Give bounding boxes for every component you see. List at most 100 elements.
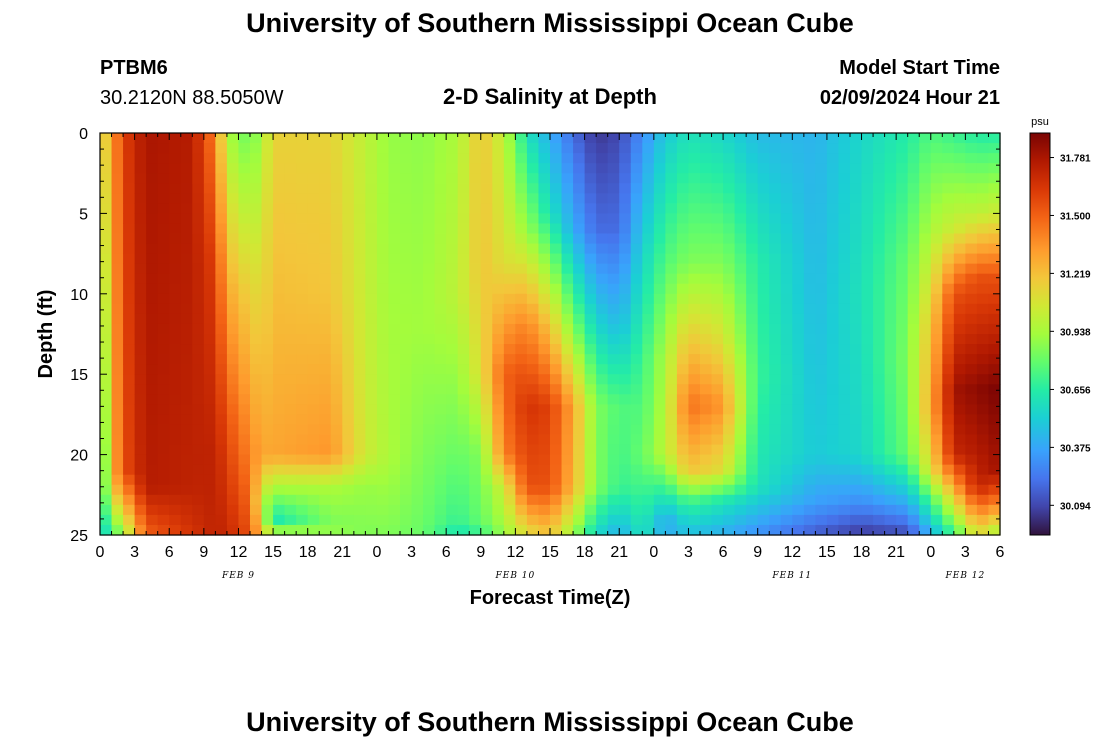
heatmap-cell: [700, 263, 713, 275]
heatmap-cell: [365, 484, 378, 496]
heatmap-cell: [988, 344, 1001, 355]
heatmap-cell: [746, 203, 759, 214]
heatmap-cell: [665, 444, 678, 456]
heatmap-cell: [376, 414, 390, 426]
heatmap-cell: [734, 273, 747, 285]
heatmap-cell: [838, 444, 851, 456]
heatmap-cell: [584, 323, 597, 335]
heatmap-cell: [907, 243, 920, 255]
heatmap-cell: [676, 484, 690, 496]
heatmap-cell: [896, 454, 909, 466]
heatmap-cell: [146, 424, 159, 436]
heatmap-cell: [411, 474, 424, 486]
heatmap-cell: [884, 233, 897, 245]
heatmap-cell: [146, 344, 159, 355]
heatmap-cell: [723, 524, 736, 536]
heatmap-cell: [411, 173, 424, 184]
heatmap-cell: [123, 474, 136, 486]
heatmap-cell: [780, 233, 793, 245]
heatmap-cell: [411, 494, 424, 506]
heatmap-cell: [342, 364, 355, 375]
heatmap-cell: [296, 143, 309, 154]
heatmap-cell: [919, 293, 932, 305]
heatmap-cell: [434, 143, 447, 154]
heatmap-cell: [353, 354, 366, 365]
heatmap-cell: [700, 233, 713, 245]
heatmap-cell: [526, 484, 540, 496]
heatmap-cell: [538, 404, 551, 415]
heatmap-cell: [965, 494, 978, 506]
heatmap-cell: [826, 163, 840, 174]
heatmap-cell: [676, 303, 690, 315]
heatmap-cell: [665, 454, 678, 466]
heatmap-cell: [515, 263, 528, 275]
heatmap-cell: [192, 464, 205, 476]
heatmap-cell: [123, 334, 136, 345]
heatmap-cell: [919, 303, 932, 315]
heatmap-cell: [561, 364, 574, 375]
heatmap-cell: [873, 474, 886, 486]
heatmap-cell: [769, 243, 782, 255]
heatmap-cell: [769, 444, 782, 456]
heatmap-cell: [342, 223, 355, 235]
heatmap-cell: [388, 334, 401, 345]
heatmap-cell: [423, 404, 436, 415]
heatmap-cell: [469, 404, 482, 415]
heatmap-cell: [169, 143, 182, 154]
heatmap-cell: [826, 213, 840, 225]
heatmap-cell: [907, 484, 920, 496]
heatmap-cell: [273, 283, 286, 295]
heatmap-cell: [238, 293, 251, 305]
heatmap-cell: [319, 223, 332, 235]
heatmap-cell: [492, 283, 505, 295]
heatmap-cell: [873, 273, 886, 285]
x-tick-label: 6: [719, 544, 728, 561]
heatmap-cell: [273, 504, 286, 516]
heatmap-cell: [769, 414, 782, 426]
heatmap-cell: [180, 253, 193, 265]
heatmap-cell: [561, 474, 574, 486]
heatmap-cell: [676, 414, 690, 426]
heatmap-cell: [111, 364, 124, 375]
heatmap-cell: [630, 213, 643, 225]
heatmap-cell: [515, 384, 528, 395]
heatmap-cell: [965, 243, 978, 255]
heatmap-cell: [365, 354, 378, 365]
heatmap-cell: [596, 203, 609, 214]
heatmap-cell: [861, 444, 874, 456]
heatmap-cell: [180, 233, 193, 245]
heatmap-cell: [503, 444, 516, 456]
heatmap-cell: [734, 233, 747, 245]
heatmap-cell: [861, 193, 874, 204]
heatmap-cell: [434, 293, 447, 305]
heatmap-cell: [965, 143, 978, 154]
heatmap-cell: [261, 504, 274, 516]
heatmap-cell: [423, 293, 436, 305]
heatmap-cell: [480, 203, 493, 214]
heatmap-cell: [238, 414, 251, 426]
heatmap-cell: [134, 263, 147, 275]
heatmap-cell: [596, 293, 609, 305]
heatmap-cell: [780, 444, 793, 456]
heatmap-cell: [411, 354, 424, 365]
heatmap-cell: [746, 303, 759, 315]
heatmap-cell: [457, 133, 470, 144]
heatmap-cell: [561, 283, 574, 295]
heatmap-cell: [157, 414, 170, 426]
heatmap-cell: [700, 183, 713, 194]
heatmap-cell: [630, 263, 643, 275]
heatmap-cell: [307, 464, 320, 476]
heatmap-cell: [342, 233, 355, 245]
heatmap-cell: [146, 524, 159, 536]
heatmap-cell: [826, 354, 840, 365]
heatmap-cell: [711, 283, 724, 295]
heatmap-cell: [411, 384, 424, 395]
heatmap-cell: [284, 384, 297, 395]
heatmap-cell: [526, 203, 540, 214]
heatmap-cell: [965, 514, 978, 526]
heatmap-cell: [342, 394, 355, 405]
heatmap-cell: [192, 303, 205, 315]
heatmap-cell: [665, 283, 678, 295]
heatmap-cell: [942, 394, 955, 405]
heatmap-cell: [988, 193, 1001, 204]
